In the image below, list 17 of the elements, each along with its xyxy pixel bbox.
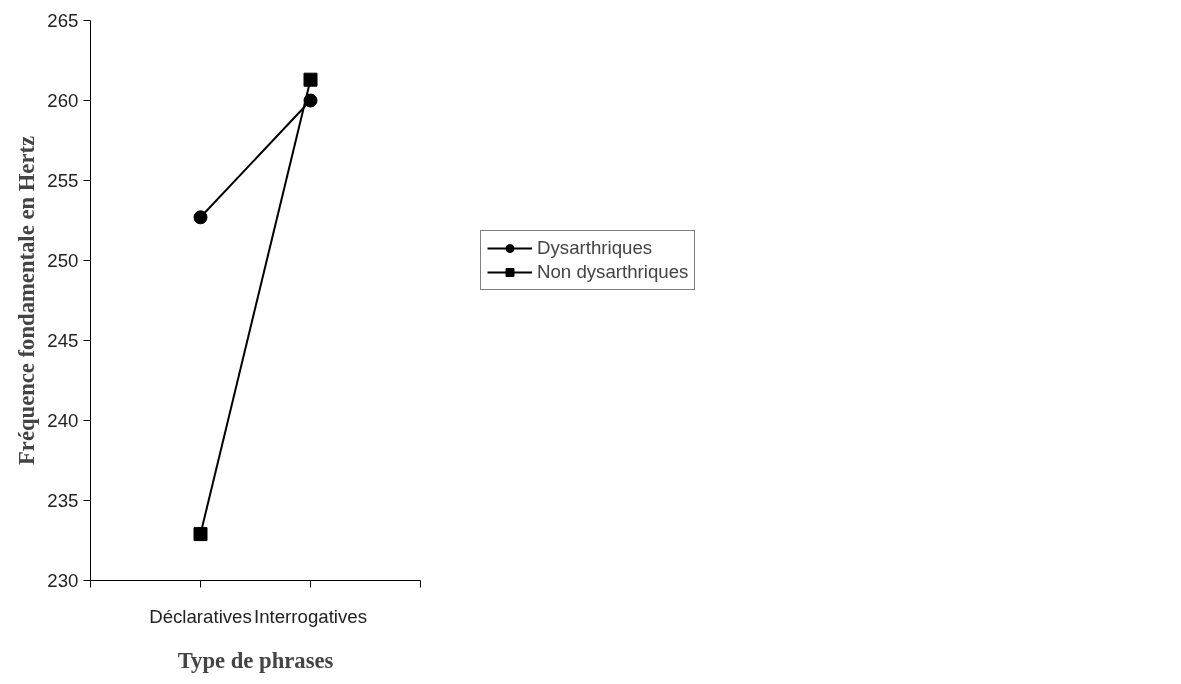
y-tick-label: 240 (47, 410, 79, 431)
y-tick-label: 235 (47, 490, 79, 511)
y-tick-label: 260 (47, 90, 79, 111)
legend-label: Non dysarthriques (537, 261, 689, 283)
y-tick-label: 230 (47, 570, 79, 591)
y-tick-label: 255 (47, 170, 79, 191)
legend-label: Dysarthriques (537, 237, 653, 259)
point (303, 72, 318, 87)
y-tick-label: 245 (47, 330, 79, 351)
point (193, 527, 208, 542)
y-axis-title: Fréquence fondamentale en Hertz (14, 135, 40, 466)
y-tick-label: 250 (47, 250, 79, 271)
x-tick-label: Déclaratives (149, 605, 252, 627)
x-axis-title: Type de phrases (177, 647, 334, 673)
x-tick-label: Interrogatives (253, 605, 368, 627)
y-tick-label: 265 (47, 10, 79, 31)
point (193, 210, 208, 225)
